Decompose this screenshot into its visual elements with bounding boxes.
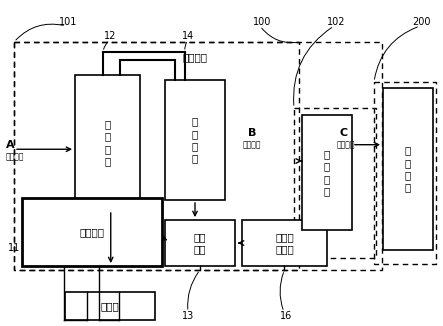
Text: 102: 102	[327, 17, 345, 27]
Text: C: C	[340, 128, 348, 138]
Text: 12: 12	[104, 31, 116, 41]
Text: 厂务端: 厂务端	[101, 301, 119, 311]
Text: 压缩制
热单元: 压缩制 热单元	[275, 232, 294, 254]
Text: 送
风
装
置: 送 风 装 置	[405, 145, 411, 193]
Text: 13: 13	[182, 311, 194, 321]
Text: 蒸
发
单
元: 蒸 发 单 元	[105, 119, 111, 166]
Bar	[75, 75, 140, 210]
Text: 101: 101	[59, 17, 77, 27]
Text: 14: 14	[182, 31, 194, 41]
Bar	[65, 292, 155, 320]
Text: 送风气体: 送风气体	[337, 141, 355, 150]
Bar	[302, 115, 352, 230]
Bar	[165, 80, 225, 200]
Bar	[14, 42, 382, 270]
Bar	[22, 198, 162, 266]
Text: B: B	[248, 128, 256, 138]
Text: 200: 200	[413, 17, 431, 27]
Bar	[374, 82, 436, 264]
Text: 制冷单元: 制冷单元	[79, 227, 105, 237]
Bar	[242, 220, 327, 266]
Bar	[294, 108, 376, 258]
Text: 16: 16	[280, 311, 292, 321]
Text: 11: 11	[8, 243, 20, 253]
Bar	[383, 88, 433, 250]
Text: 预
热
单
元: 预 热 单 元	[192, 116, 198, 164]
Text: 送风气体: 送风气体	[6, 153, 24, 161]
Bar	[14, 42, 299, 270]
Bar	[165, 220, 235, 266]
Text: 100: 100	[253, 17, 271, 27]
Text: 送风气体: 送风气体	[243, 141, 261, 150]
Text: 控温模块: 控温模块	[183, 52, 207, 62]
Text: 加
热
模
块: 加 热 模 块	[324, 149, 330, 196]
Text: 分流
单元: 分流 单元	[194, 232, 206, 254]
Text: A: A	[6, 140, 15, 150]
